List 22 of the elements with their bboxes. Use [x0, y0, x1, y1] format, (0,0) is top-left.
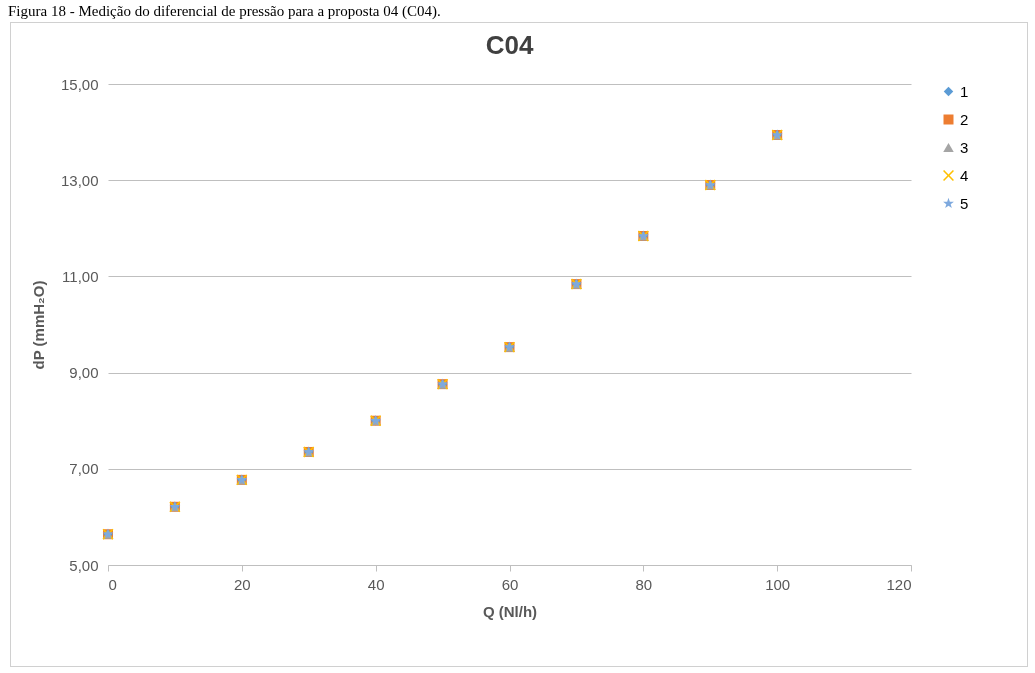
legend-label: 4 — [960, 166, 969, 184]
y-tick-label: 5,00 — [69, 556, 99, 574]
x-tick-label: 80 — [635, 575, 653, 593]
x-tick-label: 100 — [765, 575, 791, 593]
legend-label: 5 — [960, 194, 969, 212]
y-axis-title: dP (mmH₂O) — [29, 280, 47, 370]
legend-label: 1 — [960, 82, 969, 100]
legend-label: 3 — [960, 138, 969, 156]
x-axis-title: Q (Nl/h) — [482, 602, 538, 620]
text: Figura 18 - Medição do diferencial de pressão para a proposta 04 (C04). — [7, 2, 442, 20]
x-tick-label: 60 — [501, 575, 519, 593]
x-tick-label: 40 — [367, 575, 385, 593]
chart-title: C04 — [485, 30, 534, 60]
y-tick-label: 11,00 — [62, 267, 99, 285]
y-tick-label: 13,00 — [60, 171, 99, 189]
y-tick-label: 7,00 — [69, 460, 99, 478]
legend-label: 2 — [960, 110, 969, 128]
y-tick-label: 9,00 — [69, 364, 99, 382]
x-tick-label: 20 — [233, 575, 251, 593]
x-tick-label: 0 — [108, 575, 117, 593]
y-tick-label: 15,00 — [60, 75, 99, 93]
x-tick-label: 120 — [886, 575, 912, 593]
